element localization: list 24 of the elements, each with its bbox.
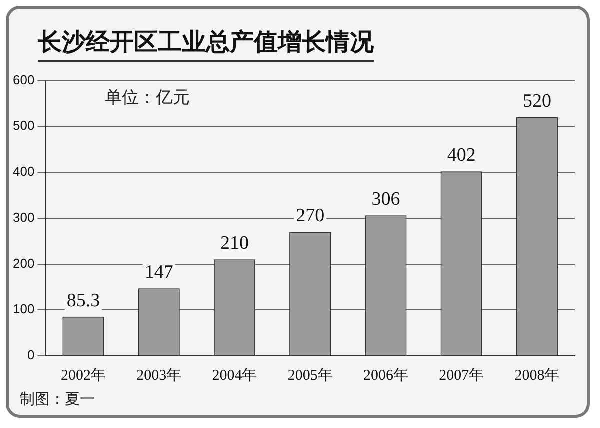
annotation: 单位：亿元 (105, 87, 190, 109)
x-tick-label: 2007年 (439, 366, 484, 384)
y-tick-label: 400 (12, 164, 35, 180)
x-tick-label: 2002年 (61, 366, 106, 384)
x-tick-label: 2005年 (288, 366, 333, 384)
data-label: 402 (447, 145, 476, 166)
x-tick-label: 2004年 (212, 366, 258, 384)
y-tick-label: 0 (27, 348, 35, 363)
data-label: 147 (144, 262, 174, 284)
x-tick-label: 2003年 (136, 366, 182, 384)
chart-title: 长沙经开区工业总产值增长情况 (38, 26, 374, 62)
data-label: 210 (220, 233, 249, 254)
text: 制图：夏一 (20, 390, 95, 409)
data-label: 270 (296, 206, 325, 227)
data-label: 85.3 (66, 290, 100, 312)
x-tick-label: 2006年 (363, 366, 408, 384)
y-tick-label: 500 (12, 118, 35, 134)
x-tick-label: 2008年 (514, 366, 560, 384)
y-tick-label: 200 (12, 256, 35, 271)
data-label: 306 (372, 189, 400, 210)
y-tick-label: 300 (12, 210, 35, 225)
y-tick-label: 600 (12, 72, 35, 88)
data-label: 520 (522, 90, 552, 112)
y-tick-label: 100 (12, 302, 35, 317)
